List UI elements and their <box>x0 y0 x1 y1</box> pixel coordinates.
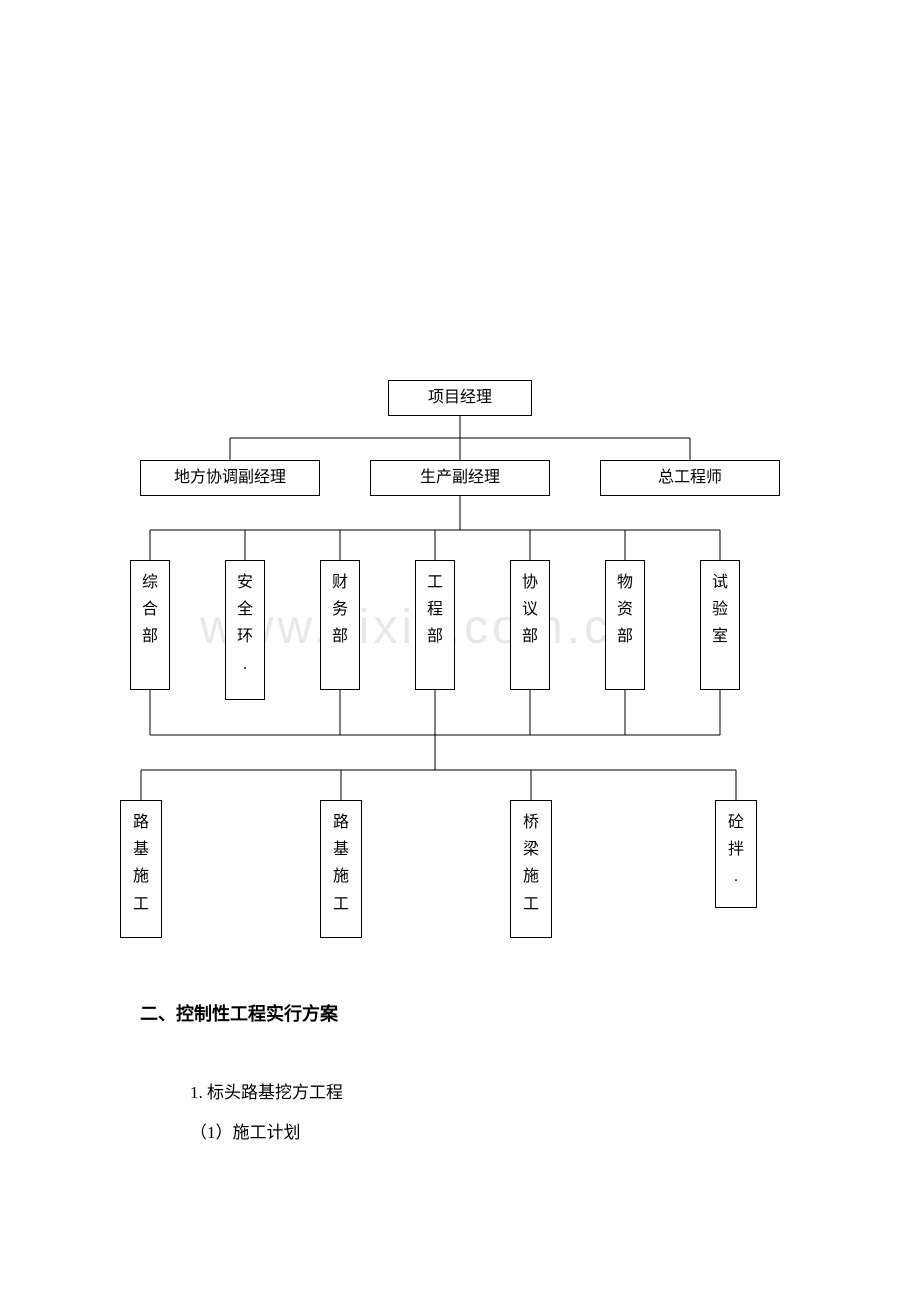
char: 基 <box>133 836 149 863</box>
node-level3-6: 试 验 室 <box>700 560 740 690</box>
char: . <box>734 863 738 890</box>
char: 桥 <box>523 809 539 836</box>
char: 部 <box>617 623 633 650</box>
char: 物 <box>617 569 633 596</box>
char: 施 <box>523 863 539 890</box>
char: 合 <box>142 596 158 623</box>
char: 试 <box>712 569 728 596</box>
char: 综 <box>142 569 158 596</box>
char: 安 <box>237 569 253 596</box>
char: 工 <box>333 891 349 918</box>
char: 程 <box>427 596 443 623</box>
char: 财 <box>332 569 348 596</box>
char: 全 <box>237 596 253 623</box>
body-text-2: （1）施工计划 <box>140 1118 780 1143</box>
node-label: 项目经理 <box>428 386 492 410</box>
section-heading: 二、控制性工程实行方案 <box>140 1000 780 1026</box>
char: 部 <box>142 623 158 650</box>
char: 部 <box>427 623 443 650</box>
char: 路 <box>133 809 149 836</box>
org-chart: 项目经理 地方协调副经理 生产副经理 总工程师 综 合 部 安 全 环 . 财 … <box>120 380 800 960</box>
char: 砼 <box>728 809 744 836</box>
char: 资 <box>617 596 633 623</box>
node-level4-2: 桥 梁 施 工 <box>510 800 552 938</box>
node-level3-4: 协 议 部 <box>510 560 550 690</box>
char: 部 <box>332 623 348 650</box>
node-level2-0: 地方协调副经理 <box>140 460 320 496</box>
node-level3-5: 物 资 部 <box>605 560 645 690</box>
char: 环 <box>237 623 253 650</box>
char: 验 <box>712 596 728 623</box>
node-level4-0: 路 基 施 工 <box>120 800 162 938</box>
char: 基 <box>333 836 349 863</box>
char: 工 <box>427 569 443 596</box>
char: 施 <box>133 863 149 890</box>
node-level3-0: 综 合 部 <box>130 560 170 690</box>
char: 部 <box>522 623 538 650</box>
char: 议 <box>522 596 538 623</box>
char: 协 <box>522 569 538 596</box>
char: 梁 <box>523 836 539 863</box>
char: 工 <box>523 891 539 918</box>
node-label: 地方协调副经理 <box>174 466 286 490</box>
char: 路 <box>333 809 349 836</box>
body-text-1: 1. 标头路基挖方工程 <box>140 1078 780 1103</box>
char: 工 <box>133 891 149 918</box>
node-level4-1: 路 基 施 工 <box>320 800 362 938</box>
node-label: 生产副经理 <box>420 466 500 490</box>
node-level3-1: 安 全 环 . <box>225 560 265 700</box>
node-level3-3: 工 程 部 <box>415 560 455 690</box>
node-level2-2: 总工程师 <box>600 460 780 496</box>
char: 室 <box>712 623 728 650</box>
char: 务 <box>332 596 348 623</box>
char: . <box>243 651 247 678</box>
node-level4-3: 砼 拌 . <box>715 800 757 908</box>
node-level3-2: 财 务 部 <box>320 560 360 690</box>
node-level1: 项目经理 <box>388 380 532 416</box>
char: 拌 <box>728 836 744 863</box>
char: 施 <box>333 863 349 890</box>
node-label: 总工程师 <box>658 466 722 490</box>
node-level2-1: 生产副经理 <box>370 460 550 496</box>
